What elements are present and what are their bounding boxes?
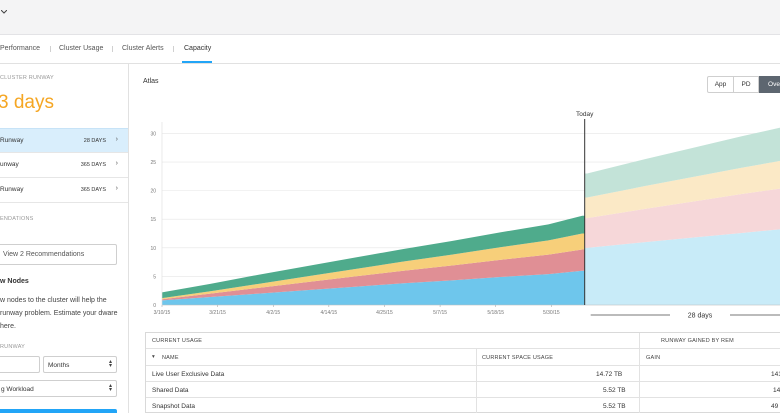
runway-days-label: 28 days xyxy=(688,313,713,320)
tab-separator xyxy=(112,46,113,52)
toggle-pd[interactable]: PD xyxy=(733,76,759,93)
y-tick-label: 20 xyxy=(150,189,156,195)
runway-item-current[interactable]: Runway 28 DAYS › xyxy=(0,128,128,153)
tab-separator xyxy=(50,46,51,52)
workload-select-value: g Workload xyxy=(1,386,34,393)
y-tick-label: 5 xyxy=(153,274,156,280)
series-forecast-area xyxy=(584,160,780,219)
x-tick-label: 5/18/15 xyxy=(487,310,504,316)
runway-item-label: unway xyxy=(0,161,19,168)
runway-number-input[interactable] xyxy=(0,356,40,373)
row-space: 5.52 TB xyxy=(603,387,626,394)
series-forecast-area xyxy=(584,229,780,305)
x-tick-label: 3/10/15 xyxy=(154,310,171,316)
today-label: Today xyxy=(576,111,594,118)
table-column-header: ▾ NAME CURRENT SPACE USAGE GAIN xyxy=(146,349,780,366)
x-tick-label: 3/21/15 xyxy=(209,310,226,316)
toggle-overview[interactable]: Ove xyxy=(759,76,780,93)
table-row[interactable]: Snapshot Data 5.52 TB 49 xyxy=(146,398,780,413)
sort-icon[interactable]: ▾ xyxy=(152,354,155,360)
runway-days-unit: days xyxy=(13,92,54,113)
new-nodes-title: w Nodes xyxy=(0,278,29,285)
main-panel: Atlas App PD Ove xyxy=(130,64,780,413)
runway-item-value: 365 DAYS xyxy=(80,187,106,193)
series-forecast-area xyxy=(584,127,780,198)
row-gain: 49 xyxy=(771,403,779,410)
series-area xyxy=(162,270,585,305)
row-name: Shared Data xyxy=(152,387,189,394)
chevron-right-icon: › xyxy=(115,136,118,143)
row-name: Live User Exclusive Data xyxy=(152,371,225,378)
series-area xyxy=(162,249,585,301)
primary-action-button[interactable] xyxy=(0,409,117,413)
runway-days: 3 days xyxy=(0,92,54,114)
row-gain: 141 xyxy=(771,371,780,378)
tab-separator xyxy=(173,46,174,52)
capacity-chart: 0 5 10 15 20 25 30 3/10/15 3/21/15 4/2/15 4/14/15 4… xyxy=(130,100,780,330)
row-space: 5.52 TB xyxy=(603,403,626,410)
y-tick-label: 25 xyxy=(150,160,156,166)
chevron-right-icon: › xyxy=(115,185,118,192)
workload-select[interactable]: g Workload ▴ ▾ xyxy=(0,380,117,397)
active-tab-indicator xyxy=(182,61,212,63)
runway-item-third[interactable]: Runway 365 DAYS › xyxy=(0,178,128,203)
recommendations-label: ENDATIONS xyxy=(0,216,34,222)
row-space: 14.72 TB xyxy=(596,371,623,378)
period-select-value: Months xyxy=(48,362,70,369)
y-tick-label: 15 xyxy=(150,217,156,223)
period-select[interactable]: Months ▴ ▾ xyxy=(43,356,117,373)
cluster-runway-label: CLUSTER RUNWAY xyxy=(0,75,54,81)
x-tick-label: 4/2/15 xyxy=(266,310,280,316)
top-bar xyxy=(0,0,780,35)
runway-gained-header: RUNWAY GAINED BY REM xyxy=(661,338,734,344)
x-tick-label: 4/25/15 xyxy=(376,310,393,316)
y-tick-label: 30 xyxy=(150,131,156,137)
view-recommendations-button[interactable]: View 2 Recommendations xyxy=(0,244,117,265)
x-tick-label: 4/14/15 xyxy=(321,310,338,316)
usage-table: CURRENT USAGE RUNWAY GAINED BY REM ▾ NAM… xyxy=(145,332,780,413)
tab-cluster-usage[interactable]: Cluster Usage xyxy=(59,45,104,52)
table-group-header: CURRENT USAGE RUNWAY GAINED BY REM xyxy=(146,333,780,349)
runway-item-label: Runway xyxy=(0,186,24,193)
select-arrows-icon: ▴ ▾ xyxy=(108,359,112,369)
x-tick-label: 5/7/15 xyxy=(433,310,447,316)
chevron-right-icon: › xyxy=(115,160,118,167)
row-gain: 14 xyxy=(773,387,780,394)
runway-label: RUNWAY xyxy=(0,344,26,350)
table-row[interactable]: Live User Exclusive Data 14.72 TB 141 xyxy=(146,366,780,382)
capacity-chart-svg: 0 5 10 15 20 25 30 3/10/15 3/21/15 4/2/15 4/14/15 4… xyxy=(150,111,780,320)
tab-capacity[interactable]: Capacity xyxy=(184,45,212,52)
y-tick-label: 0 xyxy=(153,303,156,309)
toggle-app[interactable]: App xyxy=(707,76,734,93)
series-area xyxy=(162,215,585,299)
chart-title: Atlas xyxy=(143,78,159,85)
column-divider xyxy=(639,333,640,413)
row-name: Snapshot Data xyxy=(152,403,196,410)
x-tick-label: 5/30/15 xyxy=(543,310,560,316)
table-row[interactable]: Shared Data 5.52 TB 14 xyxy=(146,382,780,398)
column-gain[interactable]: GAIN xyxy=(646,355,661,361)
runway-days-value: 3 xyxy=(0,92,9,113)
series-area xyxy=(162,233,585,300)
runway-item-value: 365 DAYS xyxy=(80,162,106,168)
series-forecast-area xyxy=(584,188,780,248)
runway-item-second[interactable]: unway 365 DAYS › xyxy=(0,153,128,178)
new-nodes-description: w nodes to the cluster will help the run… xyxy=(0,297,118,330)
tab-performance[interactable]: Performance xyxy=(0,45,41,52)
runway-item-value: 28 DAYS xyxy=(83,138,106,144)
chevron-down-icon[interactable] xyxy=(1,10,7,14)
sidebar: CLUSTER RUNWAY 3 days Runway 28 DAYS › u… xyxy=(0,64,129,413)
tab-bar: Performance Cluster Usage Cluster Alerts… xyxy=(0,35,780,64)
tab-cluster-alerts[interactable]: Cluster Alerts xyxy=(122,45,164,52)
current-usage-header: CURRENT USAGE xyxy=(152,338,203,344)
select-arrows-icon: ▴ ▾ xyxy=(108,383,112,393)
column-current-space[interactable]: CURRENT SPACE USAGE xyxy=(482,355,554,361)
column-divider xyxy=(476,349,477,413)
y-tick-label: 10 xyxy=(150,246,156,252)
runway-item-label: Runway xyxy=(0,137,24,144)
column-name[interactable]: NAME xyxy=(162,355,179,361)
